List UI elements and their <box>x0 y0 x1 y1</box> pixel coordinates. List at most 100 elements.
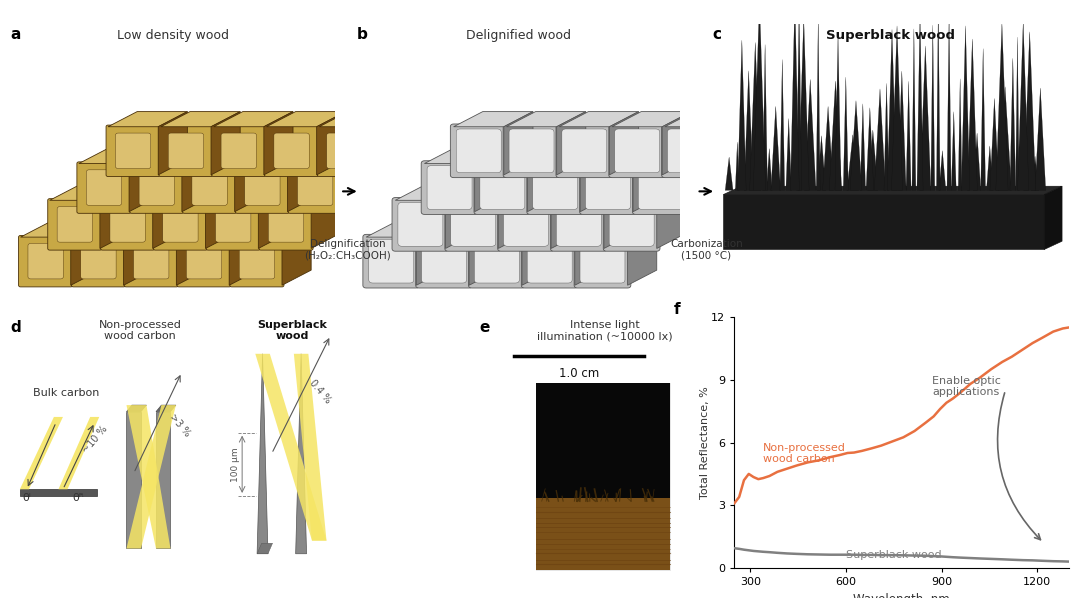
FancyBboxPatch shape <box>392 197 449 251</box>
FancyBboxPatch shape <box>480 166 525 209</box>
FancyBboxPatch shape <box>57 207 93 242</box>
Polygon shape <box>291 148 369 163</box>
Polygon shape <box>961 26 970 190</box>
Polygon shape <box>917 11 923 190</box>
Polygon shape <box>931 25 935 190</box>
Polygon shape <box>525 222 604 237</box>
Polygon shape <box>320 112 399 127</box>
Polygon shape <box>1031 156 1039 190</box>
Polygon shape <box>238 148 316 163</box>
FancyBboxPatch shape <box>265 125 319 176</box>
Polygon shape <box>58 417 99 489</box>
FancyBboxPatch shape <box>126 411 141 548</box>
FancyBboxPatch shape <box>527 239 572 283</box>
Polygon shape <box>446 185 475 248</box>
Polygon shape <box>786 118 792 190</box>
FancyBboxPatch shape <box>474 161 530 215</box>
FancyBboxPatch shape <box>221 133 256 169</box>
Polygon shape <box>282 222 311 285</box>
FancyBboxPatch shape <box>556 124 612 178</box>
FancyBboxPatch shape <box>416 234 472 288</box>
FancyBboxPatch shape <box>527 161 583 215</box>
Text: ~10 %: ~10 % <box>81 425 110 456</box>
FancyBboxPatch shape <box>469 234 525 288</box>
Polygon shape <box>123 222 152 285</box>
Polygon shape <box>232 222 311 237</box>
FancyBboxPatch shape <box>153 199 207 250</box>
Text: f: f <box>674 302 680 317</box>
Polygon shape <box>1015 37 1020 190</box>
FancyBboxPatch shape <box>116 133 151 169</box>
Polygon shape <box>126 405 147 411</box>
Polygon shape <box>395 185 475 200</box>
Polygon shape <box>604 185 633 248</box>
Text: Non-processed
wood carbon: Non-processed wood carbon <box>764 443 846 464</box>
FancyBboxPatch shape <box>86 170 122 205</box>
Polygon shape <box>504 112 534 175</box>
Polygon shape <box>152 185 181 248</box>
Polygon shape <box>823 106 834 190</box>
Polygon shape <box>847 135 859 190</box>
FancyBboxPatch shape <box>177 236 231 287</box>
Polygon shape <box>130 148 158 212</box>
FancyBboxPatch shape <box>580 239 625 283</box>
FancyBboxPatch shape <box>77 162 131 213</box>
Polygon shape <box>287 148 316 212</box>
Polygon shape <box>850 100 862 190</box>
FancyBboxPatch shape <box>288 162 342 213</box>
FancyBboxPatch shape <box>240 243 274 279</box>
Polygon shape <box>159 112 188 175</box>
FancyBboxPatch shape <box>427 166 472 209</box>
Polygon shape <box>19 417 63 489</box>
Polygon shape <box>636 148 715 163</box>
Polygon shape <box>951 112 956 190</box>
FancyBboxPatch shape <box>609 124 665 178</box>
Polygon shape <box>754 0 766 190</box>
Text: Superblack wood: Superblack wood <box>846 550 942 560</box>
Polygon shape <box>477 148 556 163</box>
Polygon shape <box>920 46 931 190</box>
FancyBboxPatch shape <box>318 125 372 176</box>
Polygon shape <box>21 222 100 237</box>
FancyBboxPatch shape <box>187 243 221 279</box>
Polygon shape <box>686 148 715 212</box>
FancyBboxPatch shape <box>562 129 607 173</box>
Polygon shape <box>103 185 181 200</box>
Text: 0.4 %: 0.4 % <box>308 379 334 406</box>
Polygon shape <box>417 222 446 285</box>
FancyBboxPatch shape <box>450 203 496 246</box>
Polygon shape <box>126 405 171 548</box>
Polygon shape <box>885 83 889 190</box>
Polygon shape <box>132 148 211 163</box>
Polygon shape <box>1024 32 1036 190</box>
Polygon shape <box>996 23 1008 190</box>
FancyBboxPatch shape <box>397 203 443 246</box>
FancyBboxPatch shape <box>48 199 102 250</box>
Polygon shape <box>867 130 878 190</box>
Polygon shape <box>665 112 744 127</box>
Polygon shape <box>958 79 962 190</box>
Polygon shape <box>609 112 638 175</box>
Polygon shape <box>214 112 293 127</box>
Polygon shape <box>990 99 999 190</box>
Polygon shape <box>738 40 746 190</box>
FancyBboxPatch shape <box>633 161 689 215</box>
Polygon shape <box>897 71 906 190</box>
Polygon shape <box>816 19 820 190</box>
Polygon shape <box>100 185 130 248</box>
Text: Bulk carbon: Bulk carbon <box>33 388 99 398</box>
FancyBboxPatch shape <box>192 170 227 205</box>
Polygon shape <box>267 112 346 127</box>
Polygon shape <box>176 222 205 285</box>
FancyBboxPatch shape <box>509 129 554 173</box>
Polygon shape <box>208 185 287 200</box>
Polygon shape <box>999 87 1012 190</box>
FancyBboxPatch shape <box>368 239 414 283</box>
Polygon shape <box>805 80 816 190</box>
Polygon shape <box>936 2 940 190</box>
Text: >3 %: >3 % <box>167 412 192 439</box>
Polygon shape <box>19 489 97 496</box>
Polygon shape <box>973 133 981 190</box>
FancyBboxPatch shape <box>585 166 631 209</box>
FancyBboxPatch shape <box>168 133 204 169</box>
